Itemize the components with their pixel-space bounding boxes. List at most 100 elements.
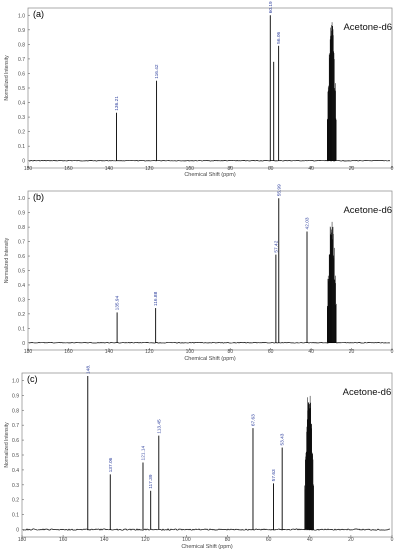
x-tick-label: 20 (349, 349, 355, 355)
peak-label: 137.06 (108, 457, 114, 472)
x-tick-label: 80 (225, 537, 231, 543)
peak-label: 55.99 (276, 184, 282, 196)
y-tick-label: 0.4 (18, 101, 25, 107)
x-tick-label: 0 (391, 166, 394, 172)
y-tick-label: 1.0 (12, 378, 19, 384)
spectrum-baseline (22, 528, 391, 531)
panel-letter: (b) (33, 192, 44, 202)
y-tick-label: 0.7 (18, 240, 25, 246)
peak-label: 116.88 (153, 291, 159, 306)
peak-label: 53.43 (280, 433, 286, 445)
panel-letter: (c) (27, 374, 38, 384)
y-tick-label: 0.7 (18, 57, 25, 63)
spectrum-plot-c: 0 0.1 0.2 0.3 0.4 0.5 0.6 0.7 0.8 0.9 1.0 180 160 140… (4, 365, 394, 550)
y-tick-label: 0.3 (12, 483, 19, 489)
x-tick-label: 40 (308, 166, 314, 172)
x-tick-label: 120 (145, 166, 154, 172)
panel-letter: (a) (33, 9, 44, 19)
spectrum-plot-a: 0 0.1 0.2 0.3 0.4 0.5 0.6 0.7 0.8 0.9 1.0 180 160 140… (4, 1, 394, 178)
y-tick-label: 0.2 (18, 312, 25, 318)
x-tick-label: 180 (18, 537, 27, 543)
x-tick-label: 40 (307, 537, 313, 543)
y-tick-label: 0.4 (18, 283, 25, 289)
x-tick-label: 60 (268, 349, 274, 355)
x-tick-label: 180 (24, 166, 33, 172)
x-tick-label: 160 (64, 166, 73, 172)
y-tick-label: 0.6 (12, 438, 19, 444)
plot-frame (27, 7, 393, 169)
y-tick-label: 0.1 (18, 326, 25, 332)
x-tick-label: 160 (64, 349, 73, 355)
y-tick-label: 0.9 (18, 28, 25, 34)
peak-label: 135.94 (115, 295, 121, 310)
x-tick-label: 20 (349, 166, 355, 172)
y-tick-label: 0.2 (12, 498, 19, 504)
solvent-label: Acetone-d6 (343, 387, 392, 398)
y-tick-label: 0.1 (18, 144, 25, 150)
peak-label: 136.21 (114, 96, 120, 111)
y-tick-label: 1.0 (18, 196, 25, 202)
plot-frame (21, 372, 393, 538)
x-tick-label: 0 (391, 537, 394, 543)
x-tick-label: 140 (105, 349, 114, 355)
peak-label: 121.14 (140, 445, 146, 460)
x-tick-label: 160 (59, 537, 68, 543)
x-tick-label: 20 (348, 537, 354, 543)
peak-label: 60.19 (268, 1, 274, 13)
x-tick-label: 100 (186, 349, 195, 355)
y-tick-label: 0.5 (12, 453, 19, 459)
x-axis-title: Chemical Shift (ppm) (184, 172, 236, 178)
y-tick-label: 0.8 (18, 42, 25, 48)
x-tick-label: 100 (186, 166, 195, 172)
x-tick-label: 80 (227, 349, 233, 355)
y-tick-label: 0.3 (18, 115, 25, 121)
peak-label: 67.63 (250, 414, 256, 426)
y-tick-label: 0.1 (12, 513, 19, 519)
y-tick-label: 0 (22, 159, 25, 165)
peak-label: 113.45 (156, 419, 162, 434)
x-tick-label: 180 (24, 349, 33, 355)
y-tick-label: 0.8 (18, 225, 25, 231)
x-tick-label: 60 (268, 166, 274, 172)
y-tick-label: 0.6 (18, 254, 25, 260)
peak-label: 57.42 (273, 240, 279, 252)
y-tick-label: 0.9 (12, 393, 19, 399)
y-tick-label: 0.5 (18, 86, 25, 92)
peak-label: 116.42 (154, 64, 160, 79)
x-tick-label: 80 (227, 166, 233, 172)
spectrum-panel-a: 0 0.1 0.2 0.3 0.4 0.5 0.6 0.7 0.8 0.9 1.0 180 160 140… (0, 0, 400, 178)
peak-label: 57.63 (271, 469, 277, 481)
peak-label: 42.03 (305, 217, 311, 229)
x-tick-label: 140 (100, 537, 109, 543)
y-tick-label: 0.4 (12, 468, 19, 474)
y-tick-label: 0 (22, 341, 25, 347)
y-tick-label: 0.2 (18, 130, 25, 136)
x-tick-label: 0 (391, 349, 394, 355)
x-axis-title: Chemical Shift (ppm) (184, 356, 236, 362)
y-axis-title: Normalized Intensity (4, 422, 10, 468)
x-tick-label: 60 (266, 537, 272, 543)
x-tick-label: 100 (182, 537, 191, 543)
x-tick-label: 120 (141, 537, 150, 543)
y-tick-label: 0 (16, 528, 19, 534)
spectrum-panel-c: 0 0.1 0.2 0.3 0.4 0.5 0.6 0.7 0.8 0.9 1.0 180 160 140… (0, 365, 400, 550)
peak-label: 148. (85, 365, 91, 374)
y-tick-label: 0.8 (12, 408, 19, 414)
x-axis-title: Chemical Shift (ppm) (181, 544, 233, 550)
y-tick-label: 1.0 (18, 13, 25, 19)
y-tick-label: 0.5 (18, 269, 25, 275)
peak-label: 117.39 (148, 474, 154, 489)
x-tick-label: 40 (308, 349, 314, 355)
solvent-label: Acetone-d6 (343, 22, 392, 33)
plot-frame (27, 190, 393, 351)
y-tick-label: 0.3 (18, 297, 25, 303)
solvent-label: Acetone-d6 (343, 205, 392, 216)
y-tick-label: 0.6 (18, 71, 25, 77)
peak-label: 56.06 (276, 31, 282, 43)
spectrum-plot-b: 0 0.1 0.2 0.3 0.4 0.5 0.6 0.7 0.8 0.9 1.0 180 160 140… (4, 184, 394, 362)
y-axis-title: Normalized Intensity (4, 55, 10, 101)
spectrum-panel-b: 0 0.1 0.2 0.3 0.4 0.5 0.6 0.7 0.8 0.9 1.0 180 160 140… (0, 180, 400, 362)
y-tick-label: 0.9 (18, 211, 25, 217)
y-tick-label: 0.7 (12, 423, 19, 429)
